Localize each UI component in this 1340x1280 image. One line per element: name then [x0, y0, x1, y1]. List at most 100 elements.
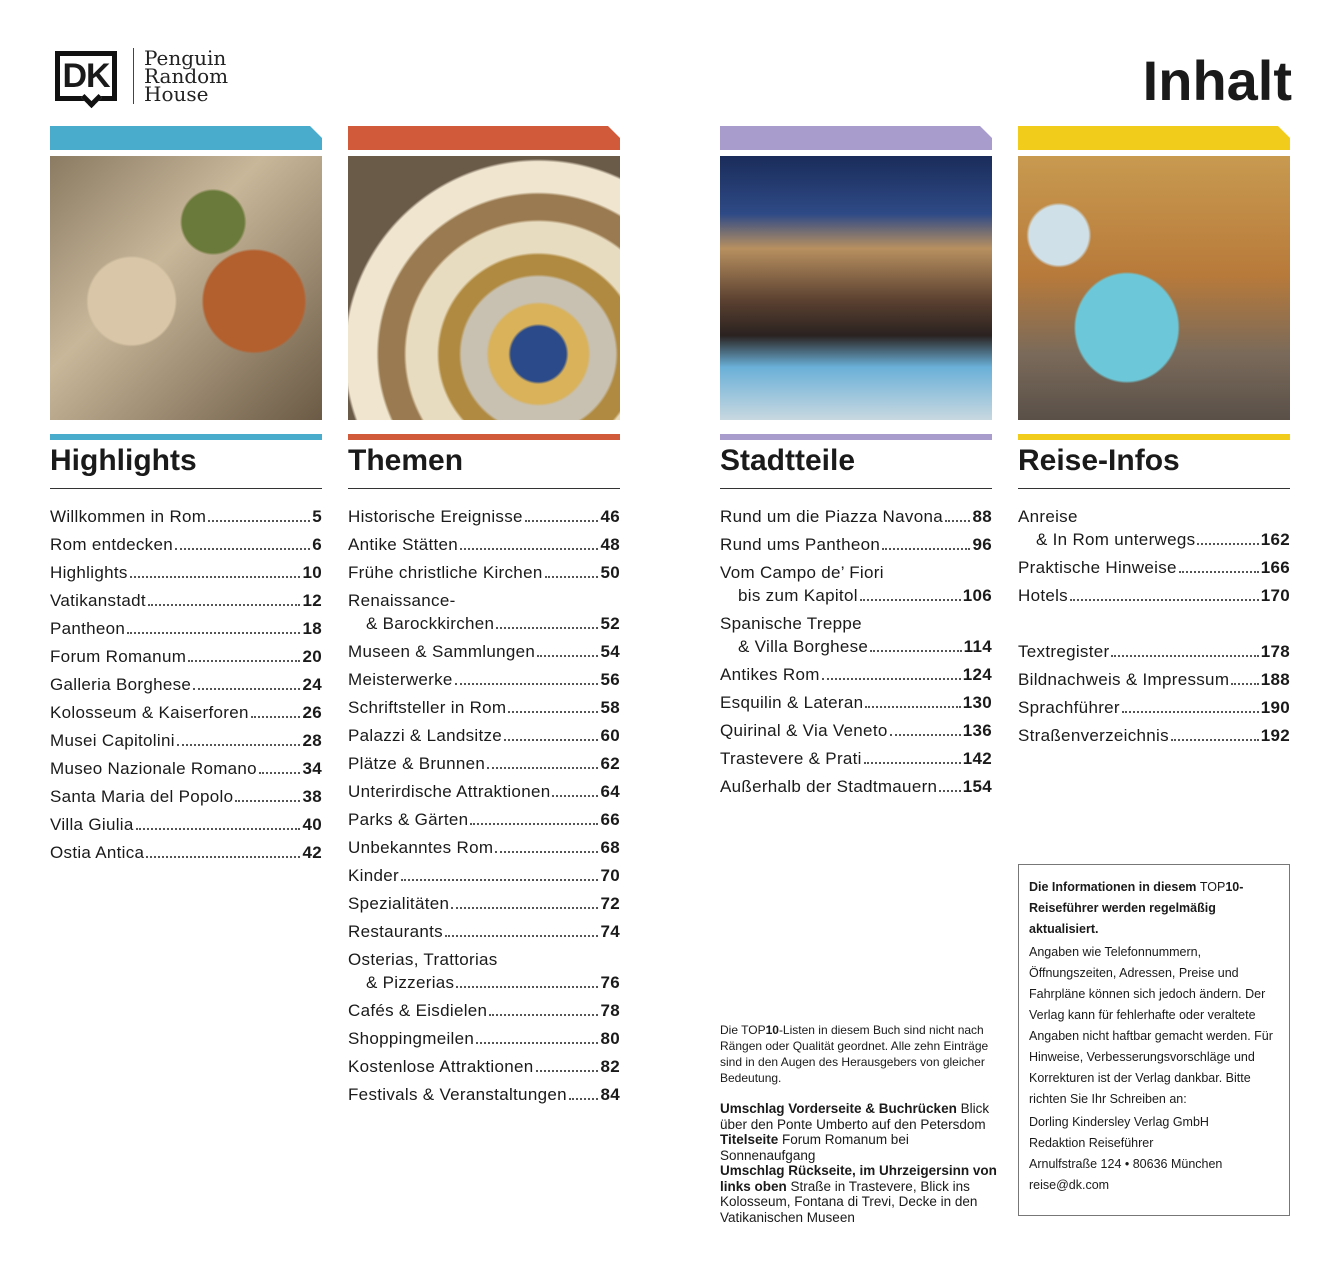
toc-label: Hotels [1018, 586, 1068, 605]
section-heading: Highlights [50, 444, 322, 489]
page-number: 64 [600, 782, 620, 801]
dot-leader [451, 907, 599, 909]
dot-leader [524, 520, 599, 522]
toc-entry[interactable]: Unbekanntes Rom 68 [348, 838, 620, 861]
toc-entry[interactable]: Textregister 178 [1018, 642, 1290, 665]
toc-line: & In Rom unterwegs 162 [1018, 530, 1290, 553]
page-number: 76 [600, 973, 620, 992]
toc-line: Palazzi & Landsitze 60 [348, 726, 620, 749]
toc-line: Cafés & Eisdielen 78 [348, 1001, 620, 1024]
toc-label: Rom entdecken [50, 535, 173, 554]
page-number: 136 [962, 721, 992, 740]
toc-label: Bildnachweis & Impressum [1018, 670, 1230, 689]
toc-entry[interactable]: Kinder 70 [348, 866, 620, 889]
toc-entry[interactable]: Santa Maria del Popolo 38 [50, 787, 322, 810]
toc-entry[interactable]: Rund ums Pantheon 96 [720, 535, 992, 558]
dot-leader [552, 795, 599, 797]
section-stadtteile: Stadtteile Rund um die Piazza Navona 88 Run… [720, 126, 992, 805]
dot-leader [535, 1070, 599, 1072]
toc-label: Unbekanntes Rom [348, 838, 494, 857]
toc-entry[interactable]: Musei Capitolini 28 [50, 731, 322, 754]
toc-entry[interactable]: Spanische Treppe & Villa Borghese 114 [720, 614, 992, 660]
toc-entry[interactable]: Parks & Gärten 66 [348, 810, 620, 833]
page-number: 34 [302, 759, 322, 778]
toc-entry[interactable]: Galleria Borghese 24 [50, 675, 322, 698]
dot-leader [470, 823, 599, 825]
toc-line: & Villa Borghese 114 [720, 637, 992, 660]
toc-entry[interactable]: Palazzi & Landsitze 60 [348, 726, 620, 749]
toc-entry[interactable]: Schriftsteller in Rom 58 [348, 698, 620, 721]
toc-entry[interactable]: Esquilin & Lateran 130 [720, 693, 992, 716]
toc-entry[interactable]: Historische Ereignisse 46 [348, 507, 620, 530]
toc-entry[interactable]: Meisterwerke 56 [348, 670, 620, 693]
toc-entry[interactable]: Spezialitäten 72 [348, 894, 620, 917]
toc-entry[interactable]: Antike Stätten 48 [348, 535, 620, 558]
toc-entry[interactable]: Shoppingmeilen 80 [348, 1029, 620, 1052]
dot-leader [504, 739, 599, 741]
page-number: 78 [600, 1001, 620, 1020]
toc-line: Spezialitäten 72 [348, 894, 620, 917]
info-email[interactable]: reise@dk.com [1029, 1178, 1110, 1192]
toc-entry[interactable]: Renaissance- & Barockkirchen 52 [348, 591, 620, 637]
toc-entry[interactable]: Vatikanstadt 12 [50, 591, 322, 614]
toc-entry[interactable]: Kolosseum & Kaiserforen 26 [50, 703, 322, 726]
page-number: 80 [600, 1029, 620, 1048]
toc-entry[interactable]: Sprachführer 190 [1018, 698, 1290, 721]
cover-credit: Umschlag Rückseite, im Uhrzeigersinn von… [720, 1163, 997, 1225]
toc-entry[interactable]: Museo Nazionale Romano 34 [50, 759, 322, 782]
dot-leader [537, 655, 599, 657]
page-number: 166 [1260, 558, 1290, 577]
toc-label: Unterirdische Attraktionen [348, 782, 551, 801]
toc-entry[interactable]: Museen & Sammlungen 54 [348, 642, 620, 665]
dot-leader [454, 683, 599, 685]
toc-entry[interactable]: Anreise & In Rom unterwegs 162 [1018, 507, 1290, 553]
toc-entry[interactable]: Forum Romanum 20 [50, 647, 322, 670]
toc-line: bis zum Kapitol 106 [720, 586, 992, 609]
toc-entry[interactable]: Hotels 170 [1018, 586, 1290, 609]
page-number: 24 [302, 675, 322, 694]
toc-entry[interactable]: Trastevere & Prati 142 [720, 749, 992, 772]
toc-entry[interactable]: Unterirdische Attraktionen 64 [348, 782, 620, 805]
toc-label: Festivals & Veranstaltungen [348, 1085, 567, 1104]
toc-entry[interactable]: Plätze & Brunnen 62 [348, 754, 620, 777]
toc-entry[interactable]: Highlights 10 [50, 563, 322, 586]
toc-label: Shoppingmeilen [348, 1029, 475, 1048]
toc-entry[interactable]: Straßenverzeichnis 192 [1018, 726, 1290, 749]
dot-leader [1170, 739, 1259, 741]
toc-entry[interactable]: Außerhalb der Stadtmauern 154 [720, 777, 992, 800]
toc-entry[interactable]: Festivals & Veranstaltungen 84 [348, 1085, 620, 1108]
toc-entry[interactable]: Frühe christliche Kirchen 50 [348, 563, 620, 586]
toc-label: Museo Nazionale Romano [50, 759, 257, 778]
toc-entry[interactable]: Antikes Rom 124 [720, 665, 992, 688]
toc-entry[interactable]: Restaurants 74 [348, 922, 620, 945]
toc-entry[interactable]: Praktische Hinweise 166 [1018, 558, 1290, 581]
toc-label: Rund um die Piazza Navona [720, 507, 943, 526]
section-highlights: Highlights Willkommen in Rom 5 Rom entdecke… [50, 126, 322, 871]
toc-entry[interactable]: Cafés & Eisdielen 78 [348, 1001, 620, 1024]
toc-entry[interactable]: Vom Campo de’ Fiori bis zum Kapitol 106 [720, 563, 992, 609]
toc-line: Außerhalb der Stadtmauern 154 [720, 777, 992, 800]
toc-entry[interactable]: Rom entdecken 6 [50, 535, 322, 558]
toc-entry[interactable]: Osterias, Trattorias & Pizzerias 76 [348, 950, 620, 996]
toc-entry[interactable]: Pantheon 18 [50, 619, 322, 642]
toc-list: Historische Ereignisse 46 Antike Stätten 48… [348, 507, 620, 1108]
toc-line: Parks & Gärten 66 [348, 810, 620, 833]
toc-label: Ostia Antica [50, 843, 145, 862]
toc-entry[interactable]: Villa Giulia 40 [50, 815, 322, 838]
toc-entry[interactable]: Willkommen in Rom 5 [50, 507, 322, 530]
toc-line: Museo Nazionale Romano 34 [50, 759, 322, 782]
toc-label: Spanische Treppe [720, 614, 862, 633]
toc-entry[interactable]: Rund um die Piazza Navona 88 [720, 507, 992, 530]
toc-label: Kostenlose Attraktionen [348, 1057, 534, 1076]
update-info-box: Die Informationen in diesem TOP10-Reisef… [1018, 864, 1290, 1216]
page-number: 28 [302, 731, 322, 750]
toc-line: Bildnachweis & Impressum 188 [1018, 670, 1290, 693]
toc-list: Willkommen in Rom 5 Rom entdecken 6 Highligh… [50, 507, 322, 866]
toc-label: Straßenverzeichnis [1018, 726, 1169, 745]
toc-entry[interactable]: Bildnachweis & Impressum 188 [1018, 670, 1290, 693]
toc-label: Plätze & Brunnen [348, 754, 486, 773]
toc-entry[interactable]: Kostenlose Attraktionen 82 [348, 1057, 620, 1080]
toc-line: Willkommen in Rom 5 [50, 507, 322, 530]
toc-entry[interactable]: Quirinal & Via Veneto 136 [720, 721, 992, 744]
toc-entry[interactable]: Ostia Antica 42 [50, 843, 322, 866]
